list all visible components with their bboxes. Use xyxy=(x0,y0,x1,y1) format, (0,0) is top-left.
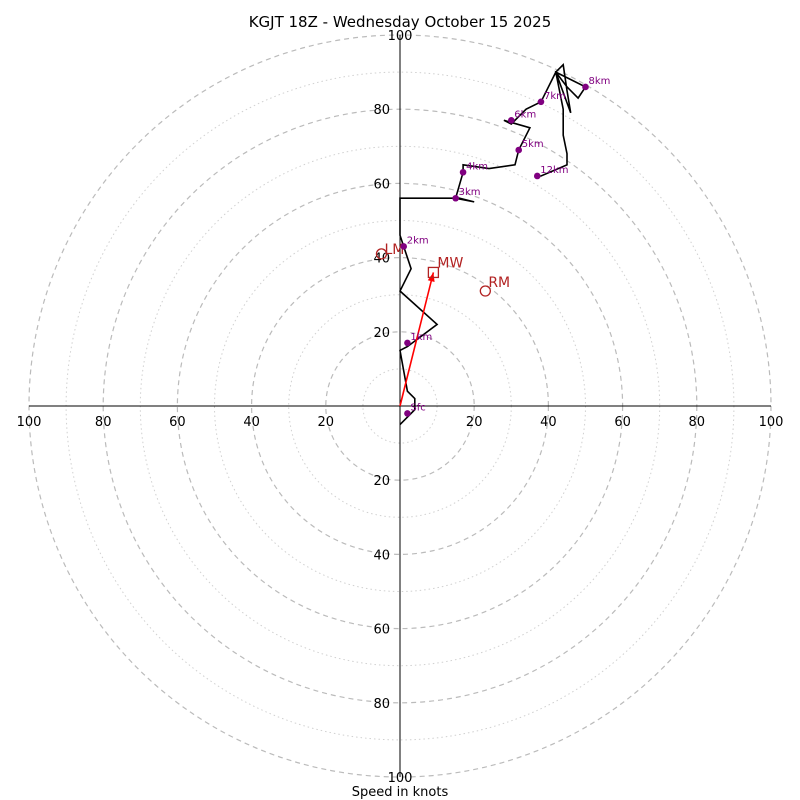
tick-label-left: 20 xyxy=(318,415,335,430)
tick-label-top: 20 xyxy=(373,326,390,341)
height-marker-label: 6km xyxy=(514,109,536,120)
left-mover-marker xyxy=(375,248,388,260)
tick-label-right: 60 xyxy=(614,415,631,430)
height-marker-label: 8km xyxy=(589,76,611,87)
tick-label-left: 80 xyxy=(95,415,112,430)
tick-label-right: 20 xyxy=(466,415,483,430)
mean-wind-label: MW xyxy=(437,255,463,271)
height-marker-point xyxy=(537,98,545,106)
height-marker-point xyxy=(582,83,589,91)
hodograph-trace xyxy=(399,63,587,426)
tick-label-top: 60 xyxy=(373,177,390,192)
height-marker-label: 5km xyxy=(522,139,544,150)
hodograph-trace-group xyxy=(399,63,587,426)
height-marker-label: Sfc xyxy=(410,402,425,413)
storm-motion-group: MW RM LM xyxy=(375,242,510,297)
tick-label-right: 40 xyxy=(540,415,557,430)
shear-vector-line xyxy=(399,272,435,407)
tick-label-bottom: 80 xyxy=(373,697,390,712)
height-marker-label: 1km xyxy=(410,332,432,343)
tick-label-bottom: 100 xyxy=(388,771,413,786)
height-marker-point xyxy=(404,410,411,417)
height-marker-point xyxy=(404,339,411,347)
chart-title: KGJT 18Z - Wednesday October 15 2025 xyxy=(249,13,552,31)
tick-label-bottom: 60 xyxy=(373,623,390,638)
tick-label-top: 100 xyxy=(388,29,413,44)
height-marker-point xyxy=(459,168,467,176)
height-marker-label: 2km xyxy=(407,235,429,246)
height-marker-label: 3km xyxy=(459,187,481,198)
tick-label-left: 40 xyxy=(243,415,260,430)
tick-label-top: 80 xyxy=(373,103,390,118)
height-marker-point xyxy=(508,117,515,124)
height-markers-group: Sfc 1km 2km 3km 4km 5km 6km 7km 8km 12km xyxy=(400,76,610,417)
tick-label-right: 100 xyxy=(759,415,784,430)
height-marker-point xyxy=(515,146,523,154)
tick-label-bottom: 20 xyxy=(373,474,390,489)
x-axis-label: Speed in knots xyxy=(352,785,449,800)
height-marker-label: 12km xyxy=(540,165,568,176)
tick-label-left: 60 xyxy=(169,415,186,430)
right-mover-marker xyxy=(479,285,491,297)
right-mover-label: RM xyxy=(488,275,510,291)
height-marker-label: 7km xyxy=(544,91,566,102)
height-marker-point xyxy=(400,243,408,250)
tick-label-right: 80 xyxy=(689,415,706,430)
mean-wind-marker xyxy=(427,266,440,279)
height-marker-label: 4km xyxy=(466,161,488,172)
height-marker-point xyxy=(533,172,541,180)
tick-label-left: 100 xyxy=(17,415,42,430)
left-mover-label: LM xyxy=(384,242,404,258)
tick-label-bottom: 40 xyxy=(373,548,390,563)
height-marker-point xyxy=(452,194,459,202)
